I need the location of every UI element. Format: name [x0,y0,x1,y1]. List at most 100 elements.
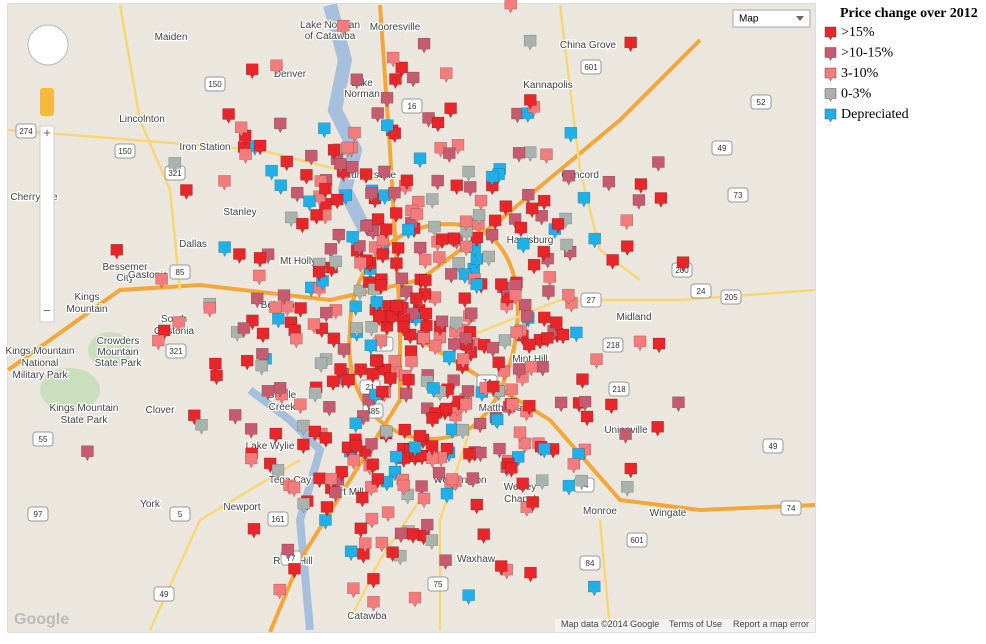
price-marker[interactable] [400,174,414,191]
price-marker[interactable] [320,501,334,517]
price-marker[interactable] [439,67,453,84]
price-marker[interactable] [168,157,182,173]
price-marker[interactable] [244,452,258,469]
price-marker[interactable] [490,413,504,430]
price-marker[interactable] [462,165,475,182]
price-marker[interactable] [426,412,439,429]
price-marker[interactable] [357,548,370,564]
price-marker[interactable] [376,248,390,265]
price-marker[interactable] [439,554,452,571]
price-marker[interactable] [518,437,532,454]
price-marker[interactable] [364,339,378,356]
price-marker[interactable] [494,560,508,577]
price-marker[interactable] [498,334,512,351]
price-marker[interactable] [253,139,267,156]
price-marker[interactable] [329,486,342,503]
price-marker[interactable] [390,300,403,317]
price-marker[interactable] [445,473,459,490]
price-marker[interactable] [312,265,326,282]
price-marker[interactable] [443,350,456,367]
price-marker[interactable] [263,457,277,474]
price-marker[interactable] [575,474,588,491]
price-marker[interactable] [521,188,535,205]
price-marker[interactable] [425,193,439,210]
price-marker[interactable] [380,91,394,108]
price-marker[interactable] [450,179,463,196]
price-marker[interactable] [273,381,287,398]
price-marker[interactable] [580,410,594,427]
price-marker[interactable] [239,148,252,165]
price-marker[interactable] [324,472,338,489]
price-marker[interactable] [447,232,461,249]
price-marker[interactable] [247,523,261,539]
price-marker[interactable] [577,191,591,208]
price-marker[interactable] [422,112,435,128]
price-marker[interactable] [374,279,388,296]
price-marker[interactable] [524,360,538,377]
price-marker[interactable] [527,258,541,275]
price-marker[interactable] [588,232,601,249]
price-marker[interactable] [371,107,384,124]
price-marker[interactable] [330,193,344,210]
price-marker[interactable] [294,302,307,318]
price-marker[interactable] [233,248,246,265]
price-marker[interactable] [537,311,551,328]
price-marker[interactable] [222,108,235,125]
price-marker[interactable] [353,240,366,256]
price-marker[interactable] [459,332,473,349]
price-marker[interactable] [288,563,301,579]
price-marker[interactable] [524,94,537,110]
price-marker[interactable] [509,289,522,306]
price-marker[interactable] [354,363,367,380]
price-marker[interactable] [272,312,285,329]
price-marker[interactable] [456,423,469,440]
price-marker[interactable] [425,440,439,457]
price-marker[interactable] [294,398,307,415]
price-marker[interactable] [562,479,576,496]
price-marker[interactable] [431,116,445,133]
price-marker[interactable] [425,534,439,551]
price-marker[interactable] [620,481,634,497]
price-marker[interactable] [624,36,637,53]
price-marker[interactable] [499,200,513,217]
price-marker[interactable] [470,278,484,295]
price-marker[interactable] [305,149,318,166]
price-marker[interactable] [277,289,291,306]
price-marker[interactable] [464,181,477,197]
price-marker[interactable] [459,215,473,232]
price-marker[interactable] [570,326,583,343]
price-marker[interactable] [458,292,471,309]
price-marker[interactable] [402,373,415,390]
price-marker[interactable] [497,365,511,381]
price-marker[interactable] [556,328,570,345]
price-marker[interactable] [291,186,304,203]
price-marker[interactable] [265,164,278,181]
price-marker[interactable] [543,271,556,287]
price-marker[interactable] [218,175,231,191]
price-marker[interactable] [346,161,359,177]
price-marker[interactable] [188,409,201,426]
price-marker[interactable] [348,126,361,143]
price-marker[interactable] [244,423,258,439]
price-marker[interactable] [492,356,505,373]
price-marker[interactable] [417,332,430,349]
price-marker[interactable] [388,186,401,203]
price-marker[interactable] [303,195,316,212]
price-marker[interactable] [554,396,568,413]
price-marker[interactable] [672,396,685,413]
price-marker[interactable] [297,438,310,455]
price-marker[interactable] [510,326,523,343]
price-marker[interactable] [652,156,665,173]
price-marker[interactable] [564,127,578,143]
price-marker[interactable] [237,322,251,339]
price-marker[interactable] [523,399,536,416]
price-marker[interactable] [426,452,439,469]
price-marker[interactable] [512,363,526,379]
price-marker[interactable] [384,372,397,389]
price-marker[interactable] [403,328,417,345]
price-marker[interactable] [375,536,389,553]
price-marker[interactable] [465,307,478,324]
price-marker[interactable] [419,274,432,291]
terms-link[interactable]: Terms of Use [669,619,722,629]
price-marker[interactable] [290,332,303,349]
